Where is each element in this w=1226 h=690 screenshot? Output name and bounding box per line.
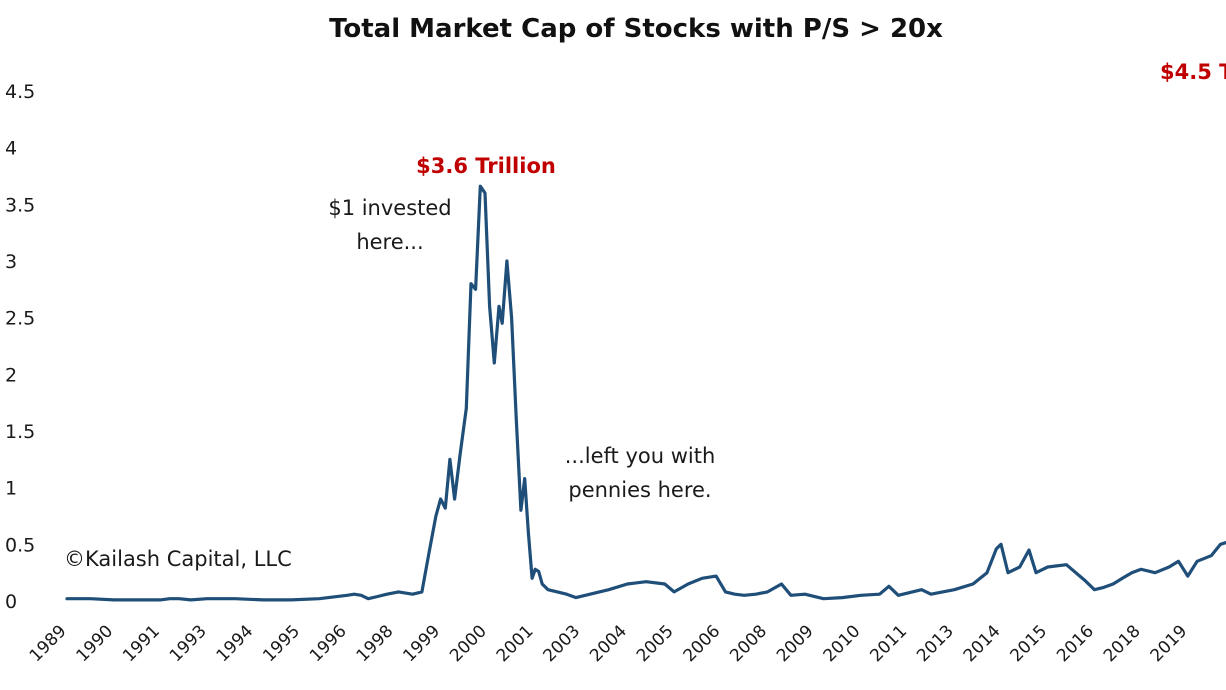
chart-title: Total Market Cap of Stocks with P/S > 20… — [329, 14, 943, 44]
x-tick-label: 2009 — [773, 621, 818, 666]
x-tick-label: 1998 — [353, 621, 398, 666]
y-tick-label: 0.5 — [5, 534, 35, 556]
x-tick-label: 2014 — [960, 621, 1005, 666]
x-tick-label: 2006 — [680, 621, 725, 666]
y-tick-label: 4.5 — [5, 81, 35, 103]
x-tick-label: 2015 — [1006, 621, 1051, 666]
current-value-label: $4.5 T — [1160, 60, 1226, 84]
copyright-text: ©Kailash Capital, LLC — [64, 547, 292, 571]
annotation-invested-line1: $1 invested — [328, 196, 451, 220]
y-tick-label: 1 — [5, 478, 17, 500]
x-tick-label: 2019 — [1147, 621, 1192, 666]
y-tick-label: 2.5 — [5, 308, 35, 330]
y-tick-label: 0 — [5, 591, 17, 613]
x-tick-label: 2013 — [913, 621, 958, 666]
annotation-left-line2: pennies here. — [568, 478, 711, 502]
x-tick-label: 2010 — [820, 621, 865, 666]
y-tick-label: 3.5 — [5, 194, 35, 216]
y-tick-label: 3 — [5, 251, 17, 273]
annotation-left-line1: ...left you with — [565, 444, 716, 468]
series-line — [65, 184, 1226, 602]
x-tick-label: 1990 — [72, 621, 117, 666]
x-tick-label: 1995 — [259, 621, 304, 666]
x-tick-label: 2001 — [493, 621, 538, 666]
x-tick-label: 1996 — [306, 621, 351, 666]
x-tick-label: 2003 — [540, 621, 585, 666]
x-tick-label: 1999 — [399, 621, 444, 666]
x-tick-label: 2016 — [1053, 621, 1098, 666]
x-tick-label: 2005 — [633, 621, 678, 666]
x-tick-label: 2004 — [586, 621, 631, 666]
peak-label: $3.6 Trillion — [416, 154, 556, 178]
annotation-invested-line2: here... — [356, 230, 423, 254]
y-axis-ticks: 0 0.5 1 1.5 2 2.5 3 3.5 4 4.5 — [5, 81, 35, 613]
x-tick-label: 1991 — [119, 621, 164, 666]
y-tick-label: 1.5 — [5, 421, 35, 443]
x-axis-ticks: 1989 1990 1991 1993 1994 1995 1996 1998 1999 2000… — [26, 621, 1192, 666]
x-tick-label: 2008 — [726, 621, 771, 666]
x-tick-label: 1994 — [213, 621, 258, 666]
y-tick-label: 4 — [5, 138, 17, 160]
x-tick-label: 2000 — [446, 621, 491, 666]
x-tick-label: 1993 — [166, 621, 211, 666]
x-tick-label: 1989 — [26, 621, 71, 666]
y-tick-label: 2 — [5, 364, 17, 386]
x-tick-label: 2011 — [866, 621, 911, 666]
x-tick-label: 2018 — [1100, 621, 1145, 666]
